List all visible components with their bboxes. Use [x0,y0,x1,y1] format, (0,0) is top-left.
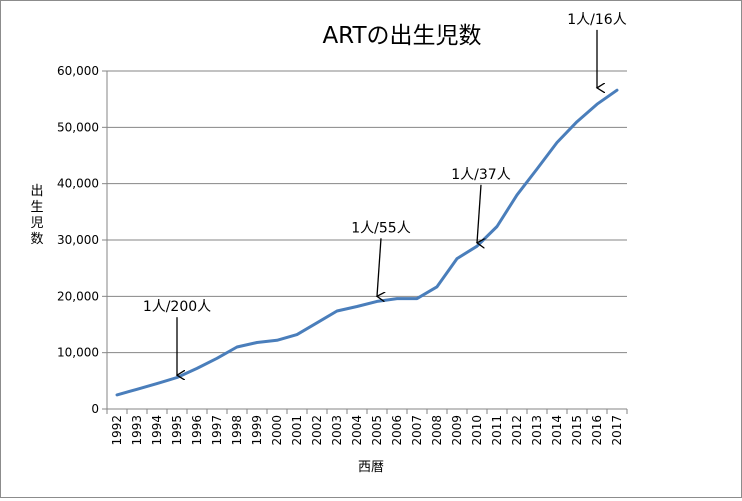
annotation-label: 1人/55人 [351,220,410,236]
data-point [556,141,558,144]
data-point [416,297,418,300]
x-tick-label: 2002 [310,415,324,446]
annotation-label: 1人/16人 [567,12,626,28]
data-point [116,394,118,396]
x-tick-label: 2004 [350,415,364,446]
data-point [336,310,338,312]
x-tick-label: 2017 [610,415,624,446]
x-tick-label: 2016 [590,415,604,446]
x-tick-label: 1996 [190,415,204,446]
x-tick-label: 2003 [330,415,344,446]
data-point [536,168,538,170]
chart-title: ARTの出生児数 [322,23,481,49]
annotation-label: 1人/200人 [143,299,211,315]
x-tick-label: 2001 [290,415,304,446]
x-tick-label: 2009 [450,415,464,446]
annotation-arrow-1 [377,238,381,296]
data-point [316,322,318,324]
data-point [576,120,578,123]
x-axis-label: 西暦 [358,460,384,475]
data-point [616,89,618,91]
data-point [436,285,438,288]
data-point [476,245,478,247]
x-tick-label: 1995 [170,415,184,446]
x-tick-label: 2010 [470,415,484,446]
y-axis-label-char: 数 [30,232,43,247]
data-point [236,346,238,348]
data-point [516,194,518,196]
data-point [256,341,258,344]
y-axis-label-char: 出 [30,184,43,199]
y-tick-labels: 0 10,000 20,000 30,000 40,000 50,000 60,000 [57,64,99,416]
y-axis-label: 出生児数 [30,184,43,247]
x-tick-label: 1999 [250,415,264,446]
data-point [156,382,158,385]
y-tick-label: 50,000 [57,120,99,134]
data-point [396,297,398,300]
x-tick-labels: 1992 1993 1994 1995 1996 1997 1998 1999 2000 2001… [110,415,624,446]
annotation-label: 1人/37人 [451,167,510,183]
x-tick-label: 2012 [510,415,524,446]
x-tick-label: 1994 [150,415,164,446]
x-tick-label: 2007 [410,415,424,446]
x-tick-label: 1997 [210,415,224,446]
x-tick-label: 2005 [370,415,384,446]
data-point [496,225,498,228]
y-axis-label-char: 生 [30,200,43,215]
series-line-0 [115,88,619,397]
data-point [136,388,138,391]
x-tick-label: 2000 [270,415,284,446]
y-tick-label: 30,000 [57,233,99,247]
data-point [296,333,298,336]
x-tick-label: 1993 [130,415,144,446]
data-point [356,305,358,308]
axes [102,70,628,414]
data-point [216,357,218,360]
x-tick-label: 2013 [530,415,544,446]
x-tick-label: 1992 [110,415,124,446]
y-tick-label: 20,000 [57,289,99,303]
data-point [196,367,198,370]
grid-lines [107,70,627,354]
annotations: 1人/200人 1人/55人 1人/37人 1人/16人 [143,12,627,375]
annotation-arrow-2 [477,184,481,243]
y-axis-label-char: 児 [30,216,43,231]
x-tick-label: 2014 [550,415,564,446]
x-tick-label: 2011 [490,415,504,446]
x-tick-label: 2006 [390,415,404,446]
x-tick-label: 2015 [570,415,584,446]
y-tick-label: 40,000 [57,177,99,191]
y-tick-label: 10,000 [57,346,99,360]
series-layer [115,88,619,397]
data-point [596,103,598,106]
data-point [376,300,378,303]
y-tick-label: 60,000 [57,64,99,78]
data-point [456,257,458,260]
x-tick-label: 1998 [230,415,244,446]
y-tick-label: 0 [91,402,99,416]
data-point [276,339,278,342]
x-tick-label: 2008 [430,415,444,446]
data-point [176,376,178,379]
